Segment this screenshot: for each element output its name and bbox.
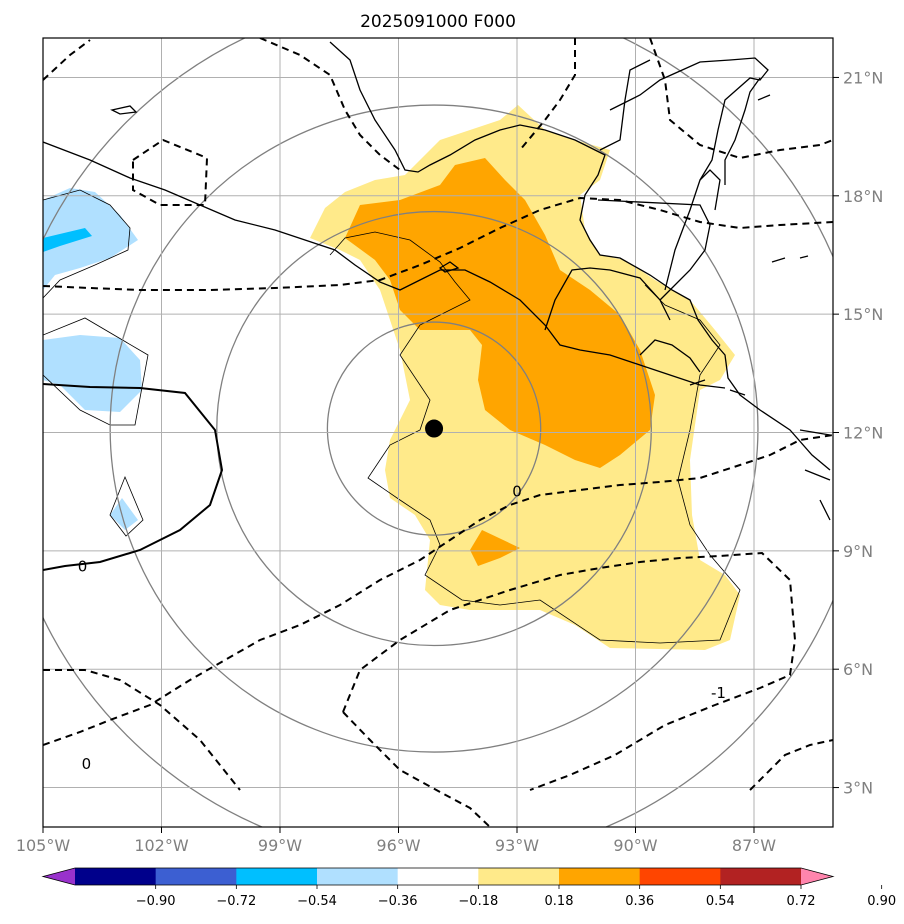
colorbar-tick-label: −0.54 bbox=[297, 894, 337, 909]
y-axis-ticks: 21°N 18°N 15°N 12°N 9°N 6°N 3°N bbox=[833, 68, 883, 798]
map-plot-area bbox=[43, 38, 833, 827]
contour-label: 0 bbox=[78, 558, 88, 576]
colorbar-segment bbox=[317, 868, 399, 885]
anomaly-fill-light-blue-nw bbox=[43, 188, 138, 290]
colorbar-segment bbox=[397, 868, 479, 885]
zero-contour-solid bbox=[43, 383, 224, 571]
y-tick-label: 3°N bbox=[843, 779, 873, 798]
x-tick-label: 90°W bbox=[613, 836, 657, 855]
colorbar-tick-label: 0.90 bbox=[867, 894, 896, 909]
x-tick-label: 93°W bbox=[495, 836, 539, 855]
contour-label: 0 bbox=[512, 483, 522, 501]
storm-center-marker bbox=[425, 419, 444, 438]
dashed-contours bbox=[43, 38, 833, 827]
x-tick-label: 105°W bbox=[16, 836, 71, 855]
y-tick-label: 12°N bbox=[843, 424, 883, 443]
contour-label: -1 bbox=[711, 684, 726, 702]
colorbar: −0.90 −0.72 −0.54 −0.36 −0.18 0.18 0.36 0.54 0.7… bbox=[41, 867, 896, 909]
colorbar-tick-label: 0.72 bbox=[787, 894, 816, 909]
contour-label: 0 bbox=[82, 755, 92, 773]
anomaly-fill-orange bbox=[345, 158, 655, 468]
colorbar-extend-low bbox=[43, 868, 75, 885]
anomaly-fill-blue-nw bbox=[43, 228, 92, 252]
colorbar-tick-label: −0.36 bbox=[378, 894, 418, 909]
range-rings bbox=[43, 38, 833, 827]
x-axis-ticks: 105°W 102°W 99°W 96°W 93°W 90°W 87°W bbox=[16, 827, 776, 855]
y-tick-label: 15°N bbox=[843, 305, 883, 324]
colorbar-tick-label: 0.54 bbox=[706, 894, 735, 909]
range-ring bbox=[326, 321, 542, 536]
colorbar-extend-high bbox=[801, 868, 833, 885]
colorbar-segment bbox=[75, 868, 157, 885]
anomaly-fill-orange-small bbox=[470, 530, 520, 566]
colorbar-segment bbox=[559, 868, 641, 885]
colorbar-segment bbox=[236, 868, 318, 885]
colorbar-segment bbox=[478, 868, 560, 885]
x-tick-label: 99°W bbox=[258, 836, 302, 855]
colorbar-segment bbox=[639, 868, 721, 885]
colorbar-tick-label: 0.18 bbox=[545, 894, 574, 909]
anomaly-outline-contours bbox=[43, 189, 741, 644]
y-tick-label: 21°N bbox=[843, 68, 883, 87]
graticule-lines bbox=[43, 38, 833, 827]
range-ring bbox=[109, 104, 759, 753]
range-ring bbox=[216, 210, 652, 647]
map-title: 2025091000 F000 bbox=[360, 12, 516, 32]
colorbar-outline bbox=[41, 867, 835, 886]
contour-labels: 0 0 0 -1 bbox=[78, 483, 726, 773]
x-tick-label: 96°W bbox=[376, 836, 420, 855]
y-tick-label: 9°N bbox=[843, 542, 873, 561]
colorbar-tick-label: −0.90 bbox=[136, 894, 176, 909]
colorbar-tick-label: −0.18 bbox=[458, 894, 498, 909]
y-tick-label: 18°N bbox=[843, 187, 883, 206]
colorbar-segment bbox=[720, 868, 802, 885]
anomaly-fill-light-blue-w bbox=[43, 335, 142, 412]
colorbar-segment bbox=[155, 868, 237, 885]
colorbar-tick-label: −0.72 bbox=[216, 894, 256, 909]
colorbar-tick-label: 0.36 bbox=[625, 894, 654, 909]
y-tick-label: 6°N bbox=[843, 660, 873, 679]
x-tick-label: 102°W bbox=[134, 836, 189, 855]
x-tick-label: 87°W bbox=[732, 836, 776, 855]
anomaly-fill-light-blue-sw bbox=[110, 498, 138, 530]
